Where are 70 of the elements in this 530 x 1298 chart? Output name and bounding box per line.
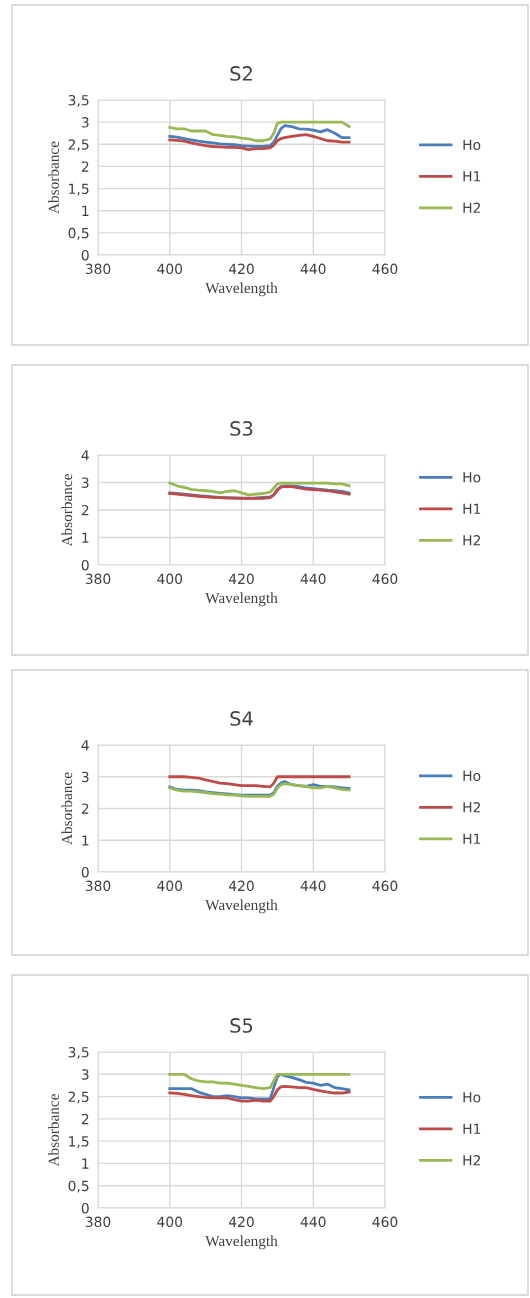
legend-label: H1 (463, 503, 481, 514)
y-axis-title: Absorbance (61, 772, 73, 845)
y-tick-label: 3 (81, 117, 89, 128)
legend-label: Ho (463, 1092, 481, 1103)
y-tick-label: 0,5 (68, 1180, 89, 1193)
x-tick-label: 380 (85, 263, 111, 275)
y-tick-label: 4 (81, 450, 89, 461)
legend-label: H2 (463, 535, 481, 546)
y-tick-label: 1,5 (69, 1136, 89, 1149)
y-tick-label: 2,5 (68, 139, 89, 152)
y-tick-label: 3,5 (68, 94, 89, 107)
x-axis-title: Wavelength (205, 282, 278, 297)
y-axis-title: Absorbance (48, 1094, 59, 1167)
y-tick-label: 3 (81, 1069, 89, 1080)
y-tick-label: 3 (81, 477, 89, 488)
x-tick-label: 400 (157, 263, 183, 275)
x-tick-label: 440 (300, 880, 326, 892)
x-axis-title: Wavelength (205, 592, 278, 607)
y-tick-label: 1,5 (69, 183, 89, 196)
y-tick-label: 0,5 (68, 227, 89, 240)
y-axis-title: Absorbance (48, 141, 59, 214)
y-tick-label: 3 (81, 771, 89, 783)
y-tick-label: 1 (82, 532, 89, 543)
x-tick-label: 420 (228, 573, 254, 585)
chart-title: S3 (230, 421, 253, 436)
x-tick-label: 440 (300, 263, 326, 275)
x-tick-label: 460 (372, 1216, 398, 1228)
y-tick-label: 0 (81, 249, 89, 261)
x-tick-label: 440 (300, 1216, 326, 1228)
legend-label: H2 (463, 1155, 481, 1166)
legend-label: H1 (463, 1123, 481, 1134)
x-tick-label: 420 (228, 263, 254, 275)
x-tick-label: 400 (157, 573, 183, 585)
x-tick-label: 400 (157, 880, 183, 892)
legend-label: H1 (463, 833, 481, 844)
x-tick-label: 440 (300, 573, 326, 585)
y-tick-label: 3,5 (68, 1046, 89, 1059)
legend-label: H2 (463, 202, 481, 213)
chart-title: S2 (230, 66, 252, 81)
x-tick-label: 380 (85, 880, 111, 892)
x-axis-title: Wavelength (205, 899, 278, 914)
y-tick-label: 1 (82, 205, 89, 216)
y-tick-label: 4 (81, 740, 89, 751)
y-tick-label: 2 (81, 504, 89, 516)
x-tick-label: 380 (85, 1216, 111, 1228)
x-axis-title: Wavelength (205, 1235, 278, 1250)
legend-label: Ho (463, 770, 481, 782)
chart-title: S5 (230, 1018, 253, 1033)
x-tick-label: 400 (157, 1216, 183, 1228)
x-tick-label: 420 (228, 880, 254, 892)
y-tick-label: 0 (81, 559, 89, 571)
y-axis-title: Absorbance (61, 474, 73, 547)
y-tick-label: 1 (82, 835, 89, 846)
x-tick-label: 460 (372, 573, 398, 585)
legend-label: Ho (463, 139, 481, 151)
legend-label: Ho (463, 472, 481, 483)
y-tick-label: 0 (81, 1202, 89, 1214)
y-tick-label: 2 (81, 803, 89, 814)
legend-label: H2 (463, 802, 481, 813)
legend-label: H1 (463, 171, 481, 182)
y-tick-label: 0 (81, 866, 89, 878)
x-tick-label: 460 (372, 263, 398, 275)
y-tick-label: 1 (82, 1158, 89, 1169)
y-tick-label: 2 (81, 161, 89, 172)
x-tick-label: 460 (372, 880, 398, 892)
y-tick-label: 2 (81, 1113, 89, 1125)
x-tick-label: 380 (85, 573, 111, 585)
x-tick-label: 420 (228, 1216, 254, 1228)
y-tick-label: 2,5 (68, 1091, 89, 1104)
chart-title: S4 (230, 711, 253, 726)
